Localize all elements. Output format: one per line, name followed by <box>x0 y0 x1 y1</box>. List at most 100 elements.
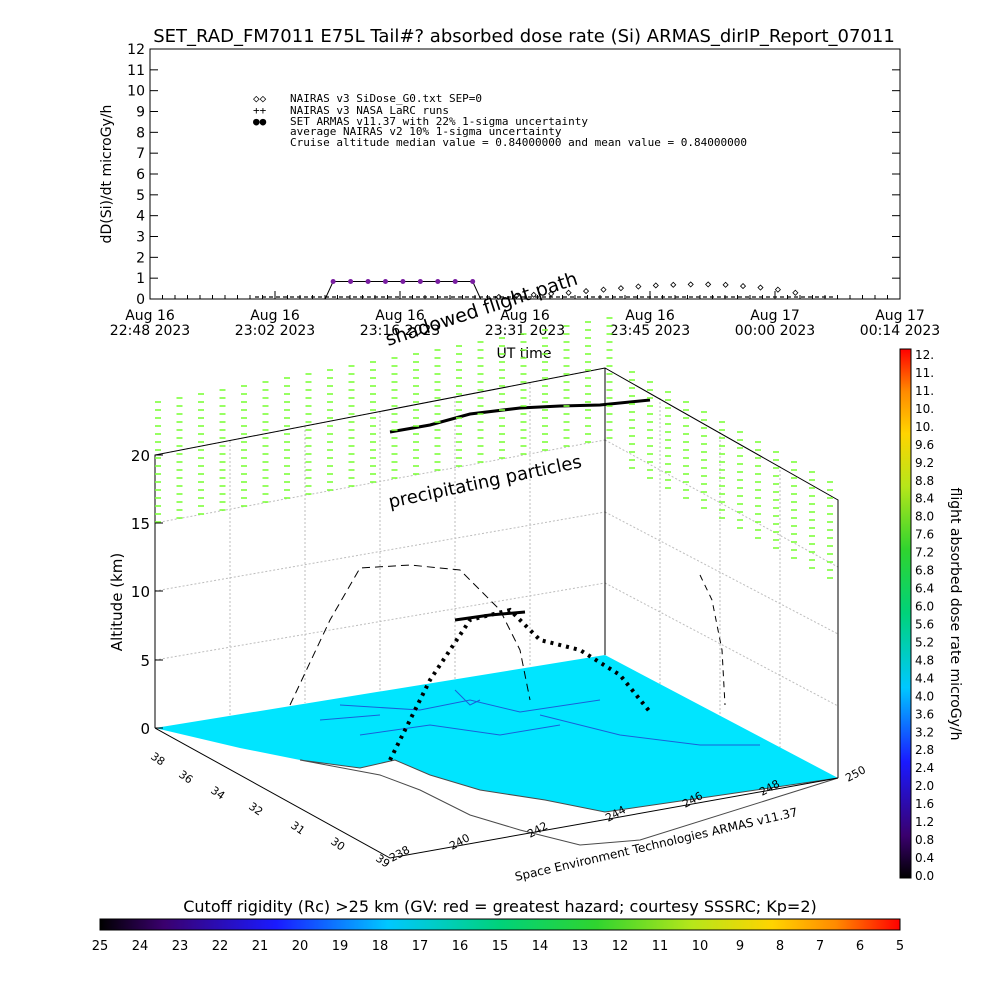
rigidity-tick-label: 9 <box>736 939 744 954</box>
dose-tick-label: 2.4 <box>915 761 934 775</box>
legend-label: average NAIRAS v2 10% 1-sigma uncertaint… <box>290 125 562 138</box>
perspective-scene: shadowed flight path precipitating parti… <box>108 268 868 884</box>
altitude-axis: 0 5 10 15 20 <box>131 447 163 738</box>
legend-label: NAIRAS v3 SiDose_G0.txt SEP=0 <box>290 92 482 105</box>
rigidity-colorbar-label: Cutoff rigidity (Rc) >25 km (GV: red = g… <box>183 897 817 916</box>
x-tick-label-day: Aug 16 <box>125 308 175 324</box>
nairas-diamond <box>792 289 799 296</box>
armas-point <box>365 279 371 284</box>
y-tick-label: 6 <box>136 167 145 183</box>
floor-edge <box>154 727 839 859</box>
nairas-diamond <box>739 283 747 290</box>
legend-symbol: ●● <box>253 115 267 128</box>
altitude-axis-label: Altitude (km) <box>108 553 126 651</box>
dose-tick-label: 3.6 <box>915 707 934 721</box>
lon-tick-label: 240 <box>447 831 472 852</box>
dose-colorbar: 12. 11. 11. 10. 10. 9.6 9.2 8.8 8.4 8.0 7.6 7.2 6.8 6… <box>899 348 963 883</box>
rigidity-tick-label: 8 <box>776 939 784 954</box>
dose-tick-label: 2.8 <box>915 743 934 757</box>
dose-tick-label: 5.6 <box>915 617 934 631</box>
rigidity-tick-label: 22 <box>212 939 229 954</box>
x-tick-label-time: 23:45 2023 <box>610 323 690 339</box>
lat-tick-label: 32 <box>246 800 265 819</box>
lat-tick-label: 38 <box>148 750 167 769</box>
nairas-diamond <box>548 290 555 297</box>
dose-tick-label: 10. <box>915 420 934 434</box>
nairas-diamond <box>565 289 572 296</box>
armas-point <box>417 279 423 284</box>
armas-point <box>330 279 336 284</box>
z-tick-label: 20 <box>131 447 150 465</box>
nairas-diamond <box>513 292 520 299</box>
x-tick-label-time: 22:48 2023 <box>110 323 190 339</box>
nairas-diamond <box>705 281 712 288</box>
dose-tick-label: 11. <box>915 384 934 398</box>
rigidity-tick-label: 17 <box>412 939 429 954</box>
nairas-diamond <box>635 283 642 290</box>
dose-tick-label: 1.6 <box>915 797 934 811</box>
dose-tick-label: 6.0 <box>915 600 934 614</box>
nairas-diamond <box>774 286 781 293</box>
legend-label: SET ARMAS v11.37 with 22% 1-sigma uncert… <box>290 115 588 128</box>
x-tick-label-time: 00:00 2023 <box>735 323 815 339</box>
dose-tick-label: 7.2 <box>915 546 934 560</box>
ocean-map <box>155 655 838 812</box>
dose-colorbar-gradient <box>899 348 912 879</box>
x-tick-label-time: 00:14 2023 <box>860 323 940 339</box>
x-tick-label-time: 23:16 2023 <box>360 323 440 339</box>
y-tick-label: 8 <box>136 125 145 141</box>
dose-tick-label: 0.4 <box>915 851 934 865</box>
legend-symbol: ++ <box>253 104 267 117</box>
dose-colorbar-label: flight absorbed dose rate microGy/h <box>947 488 963 741</box>
back-wall <box>155 368 838 778</box>
y-tick-label: 10 <box>127 84 145 100</box>
rigidity-colorbar: Cutoff rigidity (Rc) >25 km (GV: red = g… <box>92 897 904 954</box>
nairas-diamond <box>617 285 624 292</box>
armas-series-line <box>283 281 482 300</box>
altitude-dashed-path-2 <box>699 574 726 706</box>
x-tick-label-time: 23:02 2023 <box>235 323 315 339</box>
flight-path-high <box>389 398 651 434</box>
rigidity-tick-label: 25 <box>92 939 109 954</box>
y-tick-label: 5 <box>136 188 145 204</box>
rigidity-tick-label: 20 <box>292 939 309 954</box>
precipitating-particles <box>155 317 833 579</box>
rigidity-tick-label: 6 <box>856 939 864 954</box>
z-tick-label: 10 <box>131 583 150 601</box>
rigidity-tick-label: 23 <box>172 939 189 954</box>
y-tick-label: 3 <box>136 230 145 246</box>
rigidity-tick-label: 19 <box>332 939 349 954</box>
top-x-axis-label: UT time <box>497 346 552 362</box>
dose-tick-label: 8.4 <box>915 492 934 506</box>
x-tick-label-day: Aug 16 <box>500 308 550 324</box>
rigidity-tick-label: 18 <box>372 939 389 954</box>
rigidity-tick-label: 21 <box>252 939 269 954</box>
rigidity-tick-label: 7 <box>816 939 824 954</box>
y-tick-label: 7 <box>136 146 145 162</box>
dose-tick-label: 0.8 <box>915 833 934 847</box>
y-tick-label: 4 <box>136 209 145 225</box>
nairas-diamond <box>670 281 677 288</box>
y-tick-label: 9 <box>136 105 145 121</box>
armas-point <box>348 279 354 284</box>
nairas-diamond <box>652 282 659 289</box>
armas-point <box>382 279 388 284</box>
rigidity-colorbar-gradient <box>99 918 901 931</box>
lat-tick-label: 31 <box>288 819 307 838</box>
top-y-axis-label: dD(Si)/dt microGy/h <box>99 105 115 244</box>
map-detail <box>319 689 760 746</box>
x-tick-label-day: Aug 17 <box>875 308 925 324</box>
legend-label: Cruise altitude median value = 0.8400000… <box>290 136 747 149</box>
z-tick-label: 0 <box>140 720 150 738</box>
armas-point <box>470 279 476 284</box>
dose-tick-label: 7.6 <box>915 528 934 542</box>
y-tick-label: 0 <box>136 292 145 308</box>
nairas-diamond <box>600 286 607 293</box>
x-tick-label-day: Aug 16 <box>250 308 300 324</box>
z-tick-label: 5 <box>140 652 150 670</box>
dose-tick-label: 4.0 <box>915 689 934 703</box>
lat-tick-label: 30 <box>328 835 347 854</box>
